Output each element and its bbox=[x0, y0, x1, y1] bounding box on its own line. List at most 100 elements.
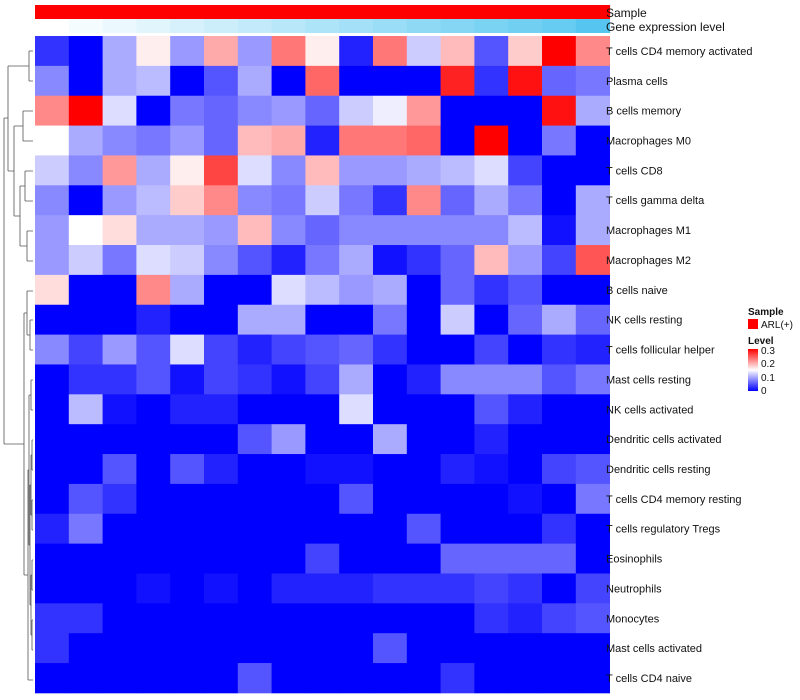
heatmap-cell bbox=[68, 603, 103, 634]
row-label: Neutrophils bbox=[606, 583, 662, 595]
heatmap-cell bbox=[440, 513, 475, 545]
heatmap-cell bbox=[474, 95, 509, 126]
heatmap-cell bbox=[237, 185, 272, 216]
heatmap-cell bbox=[440, 185, 475, 216]
heatmap-cell bbox=[102, 185, 137, 216]
heatmap-cell bbox=[136, 424, 171, 455]
row-label: T cells regulatory Tregs bbox=[606, 524, 721, 536]
heatmap-cell bbox=[542, 95, 577, 126]
annotation-sample-cell bbox=[542, 5, 577, 19]
heatmap-cell bbox=[440, 364, 475, 395]
heatmap-cell bbox=[35, 424, 70, 455]
heatmap-cell bbox=[35, 245, 70, 276]
heatmap-cell bbox=[271, 245, 306, 276]
heatmap-cell bbox=[305, 65, 340, 97]
heatmap-cell bbox=[339, 245, 374, 276]
row-label: Mast cells activated bbox=[606, 643, 702, 655]
heatmap-cell bbox=[508, 125, 543, 156]
heatmap-cell bbox=[170, 513, 205, 545]
heatmap-cell bbox=[68, 663, 103, 694]
heatmap-cell bbox=[440, 304, 475, 335]
heatmap-cell bbox=[440, 603, 475, 634]
heatmap-cell bbox=[474, 603, 509, 634]
row-label: Macrophages M0 bbox=[606, 136, 691, 148]
heatmap-cell bbox=[373, 304, 408, 335]
heatmap-cell bbox=[575, 454, 610, 485]
heatmap-cell bbox=[542, 155, 577, 186]
heatmap-cell bbox=[542, 663, 577, 694]
heatmap-cell bbox=[373, 424, 408, 455]
heatmap-cell bbox=[406, 513, 441, 545]
heatmap-cell bbox=[136, 454, 171, 485]
heatmap-cell bbox=[271, 65, 306, 97]
row-label: NK cells activated bbox=[606, 404, 693, 416]
heatmap-cell bbox=[271, 633, 306, 664]
heatmap-cell bbox=[373, 543, 408, 574]
heatmap-cell bbox=[508, 394, 543, 425]
heatmap-cell bbox=[474, 245, 509, 276]
heatmap-cell bbox=[204, 95, 239, 126]
heatmap-cell bbox=[204, 543, 239, 574]
heatmap-cell bbox=[474, 663, 509, 694]
heatmap-cell bbox=[440, 215, 475, 246]
heatmap-cell bbox=[474, 185, 509, 216]
heatmap-cell bbox=[68, 65, 103, 97]
heatmap-cell bbox=[68, 274, 103, 306]
heatmap-cell bbox=[237, 304, 272, 335]
heatmap-cell bbox=[575, 36, 610, 67]
heatmap-cell bbox=[575, 245, 610, 276]
heatmap-cell bbox=[136, 215, 171, 246]
heatmap-cell bbox=[271, 185, 306, 216]
heatmap-cell bbox=[373, 663, 408, 694]
heatmap-cell bbox=[170, 483, 205, 515]
heatmap-cell bbox=[339, 394, 374, 425]
heatmap-cell bbox=[575, 65, 610, 97]
heatmap-cell bbox=[373, 65, 408, 97]
heatmap-cell bbox=[68, 125, 103, 156]
heatmap-cell bbox=[305, 95, 340, 126]
heatmap-cell bbox=[339, 274, 374, 306]
heatmap-cell bbox=[68, 513, 103, 545]
heatmap-cell bbox=[136, 65, 171, 97]
heatmap-cell bbox=[136, 603, 171, 634]
heatmap-cell bbox=[542, 424, 577, 455]
heatmap-cell bbox=[237, 36, 272, 67]
heatmap-cell bbox=[237, 483, 272, 515]
row-label: B cells naive bbox=[606, 285, 668, 297]
annotation-sample-cell bbox=[575, 5, 611, 19]
heatmap-cell bbox=[237, 274, 272, 306]
heatmap-cell bbox=[305, 663, 340, 694]
heatmap-cell bbox=[237, 394, 272, 425]
heatmap-cell bbox=[575, 424, 610, 455]
heatmap-cell bbox=[204, 274, 239, 306]
heatmap-cell bbox=[542, 245, 577, 276]
row-labels: T cells CD4 memory activated Plasma cells… bbox=[606, 46, 753, 685]
heatmap-cell bbox=[35, 95, 70, 126]
column-annotation-bars bbox=[35, 5, 611, 33]
heatmap-cell bbox=[35, 633, 70, 664]
annotation-sample-cell bbox=[68, 5, 104, 19]
heatmap-cell bbox=[373, 155, 408, 186]
heatmap-cell bbox=[542, 304, 577, 335]
heatmap-cell bbox=[305, 334, 340, 365]
heatmap-cell bbox=[68, 155, 103, 186]
heatmap-cell bbox=[305, 543, 340, 574]
heatmap-cell bbox=[170, 245, 205, 276]
heatmap-cell bbox=[237, 125, 272, 156]
heatmap-cell bbox=[204, 245, 239, 276]
heatmap-cell bbox=[102, 245, 137, 276]
legend-sample-swatch bbox=[748, 319, 758, 329]
heatmap-cell bbox=[35, 513, 70, 545]
heatmap-cell bbox=[102, 364, 137, 395]
heatmap-cell bbox=[575, 185, 610, 216]
heatmap-cell bbox=[542, 633, 577, 664]
heatmap-cell bbox=[575, 95, 610, 126]
row-label: T cells CD4 memory resting bbox=[606, 494, 742, 506]
heatmap-cell bbox=[542, 36, 577, 67]
heatmap-cell bbox=[474, 274, 509, 306]
heatmap-cell bbox=[35, 125, 70, 156]
heatmap-cell bbox=[305, 633, 340, 664]
heatmap-cell bbox=[575, 483, 610, 515]
heatmap-cell bbox=[440, 573, 475, 604]
